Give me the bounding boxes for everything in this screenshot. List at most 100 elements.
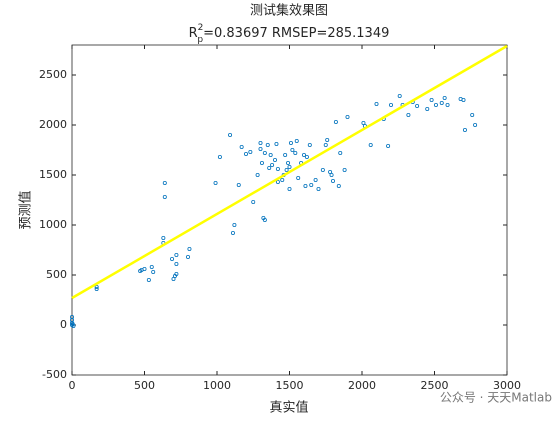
scatter-point [313, 177, 318, 182]
scatter-point [445, 103, 450, 108]
y-tick-label: 1000 [39, 218, 67, 231]
scatter-point [174, 261, 179, 266]
x-tick-label: 2000 [348, 379, 376, 392]
fit-line [71, 44, 508, 300]
scatter-point [248, 149, 253, 154]
y-axis-label: 预测值 [18, 190, 34, 229]
x-tick-label: 500 [134, 379, 155, 392]
x-tick-label: 2500 [421, 379, 449, 392]
x-tick-label: 1000 [203, 379, 231, 392]
scatter-point [262, 150, 267, 155]
scatter-point [323, 142, 328, 147]
x-axis-label: 真实值 [269, 400, 308, 416]
scatter-point [296, 175, 301, 180]
scatter-point [162, 180, 167, 185]
y-tick-label: 0 [60, 318, 67, 331]
y-tick-label: 1500 [39, 168, 67, 181]
scatter-point [230, 230, 235, 235]
scatter-point [284, 167, 289, 172]
scatter-point [286, 160, 291, 165]
scatter-point [185, 254, 190, 259]
chart-subtitle: R2 p=0.83697 RMSEP=285.1349 [189, 23, 390, 45]
scatter-point [368, 142, 373, 147]
scatter-point [228, 132, 233, 137]
scatter-point [162, 194, 167, 199]
scatter-point [267, 165, 272, 170]
scatter-point [473, 123, 478, 128]
scatter-point [303, 183, 308, 188]
scatter-point [307, 142, 312, 147]
scatter-point [239, 144, 244, 149]
scatter-point [151, 269, 156, 274]
scatter-point [309, 182, 314, 187]
scatter-point [301, 152, 306, 157]
plot-area [71, 44, 508, 376]
scatter-point [439, 101, 444, 106]
watermark: 公众号 · 天天Matlab [440, 391, 552, 405]
y-tick-label: 2500 [39, 68, 67, 81]
subtitle-text: =0.83697 RMSEP=285.1349 [203, 26, 389, 41]
y-tick-label: -500 [42, 368, 67, 381]
scatter-point [288, 140, 293, 145]
scatter-point [217, 154, 222, 159]
scatter-point [187, 246, 192, 251]
scatter-point [294, 138, 299, 143]
scatter-point [415, 104, 420, 109]
scatter-point [232, 222, 237, 227]
scatter-point [262, 217, 267, 222]
scatter-point [462, 127, 467, 132]
scatter-point [338, 150, 343, 155]
scatter-point [328, 169, 333, 174]
scatter-point [287, 186, 292, 191]
scatter-point [170, 256, 175, 261]
scatter-point [265, 142, 270, 147]
subtitle-base: R [189, 26, 198, 41]
scatter-point [149, 264, 154, 269]
scatter-point [388, 103, 393, 108]
y-tick-label: 2000 [39, 118, 67, 131]
scatter-point [304, 154, 309, 159]
scatter-point [251, 199, 256, 204]
scatter-point [236, 182, 241, 187]
scatter-point [272, 157, 277, 162]
scatter-point [258, 140, 263, 145]
scatter-point [361, 121, 366, 126]
scatter-point [174, 252, 179, 257]
scatter-point [268, 152, 273, 157]
scatter-point [374, 102, 379, 107]
y-tick-label: 500 [46, 268, 67, 281]
scatter-point [94, 284, 99, 289]
scatter-point [333, 120, 338, 125]
scatter-point [433, 103, 438, 108]
scatter-point [329, 172, 334, 177]
subtitle-sup: 2 [198, 23, 204, 33]
scatter-point [94, 286, 99, 291]
scatter-point [386, 143, 391, 148]
scatter-point [461, 98, 466, 103]
scatter-point [425, 107, 430, 112]
scatter-point [290, 147, 295, 152]
scatter-point [342, 167, 347, 172]
scatter-point [70, 314, 75, 319]
scatter-point [270, 162, 275, 167]
chart-title: 测试集效果图 [250, 3, 328, 19]
scatter-point [275, 179, 280, 184]
subtitle-sub: p [197, 35, 203, 45]
scatter-point [142, 266, 147, 271]
scatter-point [70, 321, 75, 326]
scatter-point [287, 164, 292, 169]
x-tick-label: 3000 [493, 379, 521, 392]
scatter-point [213, 180, 218, 185]
scatter-point [171, 276, 176, 281]
scatter-point [274, 141, 279, 146]
scatter-point [255, 172, 260, 177]
scatter-point [243, 151, 248, 156]
scatter-point [174, 271, 179, 276]
scatter-point [336, 183, 341, 188]
scatter-point [293, 150, 298, 155]
scatter-point [442, 96, 447, 101]
scatter-point [280, 177, 285, 182]
scatter-point [345, 115, 350, 120]
scatter-point [316, 186, 321, 191]
